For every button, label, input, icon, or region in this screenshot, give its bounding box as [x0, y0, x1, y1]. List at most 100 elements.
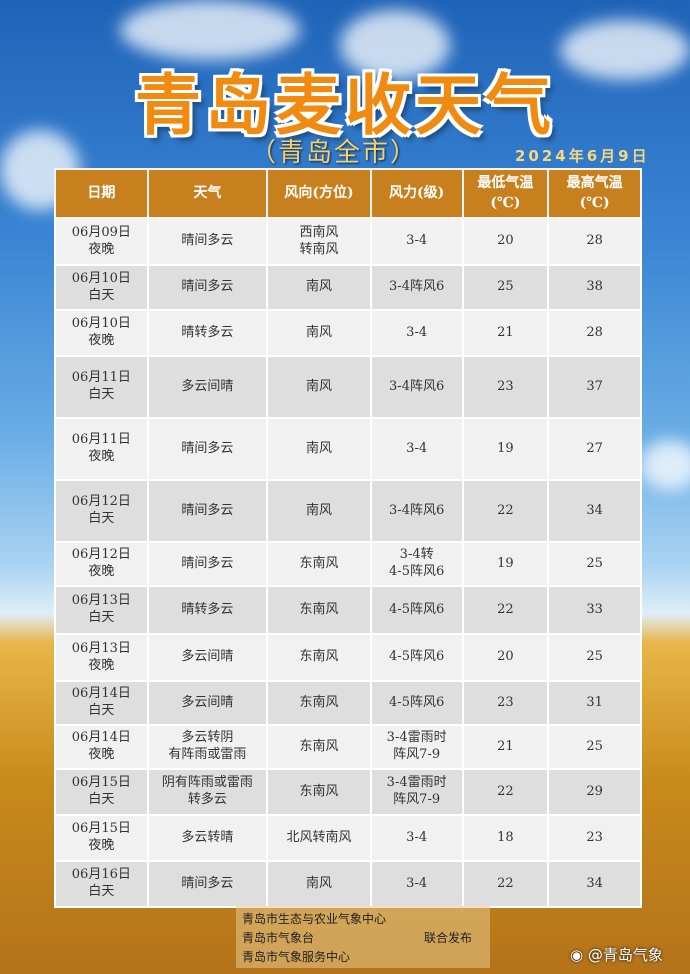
table-cell: 晴间多云 — [146, 217, 269, 266]
table-row: 06月15日 白天 阴有阵雨或雷雨 转多云 东南风 3-4雷雨时 阵风7-9 22 29 — [54, 768, 642, 816]
table-cell: 34 — [547, 479, 642, 543]
table-row: 06月15日 夜晚 多云转晴 北风转南风 3-4 18 23 — [54, 814, 642, 862]
forecast-table: 日期 天气 风向(方位) 风力(级) 最低气温 (℃) 最高气温 (℃) 06月09日 夜晚 晴间… — [54, 168, 642, 908]
table-cell: 06月16日 白天 — [54, 860, 149, 908]
table-cell: 06月11日 夜晚 — [54, 417, 149, 481]
table-cell: 22 — [461, 479, 550, 543]
table-cell: 21 — [461, 724, 550, 770]
publisher-box: 青岛市生态与农业气象中心 青岛市气象台 青岛市气象服务中心 联合发布 — [236, 906, 490, 968]
table-cell: 06月14日 夜晚 — [54, 724, 149, 770]
table-cell: 22 — [461, 860, 550, 908]
table-cell: 06月09日 夜晚 — [54, 217, 149, 266]
table-cell: 3-4阵风6 — [369, 355, 464, 419]
cloud — [640, 440, 690, 490]
table-cell: 多云转晴 — [146, 814, 269, 862]
table-row: 06月12日 白天 晴间多云 南风 3-4阵风6 22 34 — [54, 479, 642, 543]
cloud — [340, 10, 450, 80]
table-cell: 4-5阵风6 — [369, 633, 464, 682]
table-cell: 南风 — [266, 264, 372, 311]
table-cell: 3-4阵风6 — [369, 479, 464, 543]
table-row: 06月10日 白天 晴间多云 南风 3-4阵风6 25 38 — [54, 264, 642, 311]
table-cell: 晴间多云 — [146, 541, 269, 587]
cloud — [560, 20, 690, 80]
table-cell: 06月14日 白天 — [54, 680, 149, 726]
table-cell: 27 — [547, 417, 642, 481]
table-cell: 38 — [547, 264, 642, 311]
table-cell: 22 — [461, 585, 550, 635]
table-cell: 19 — [461, 541, 550, 587]
table-cell: 晴间多云 — [146, 479, 269, 543]
table-cell: 3-4阵风6 — [369, 264, 464, 311]
org-name: 青岛市气象台 — [242, 931, 315, 945]
table-row: 06月10日 夜晚 晴转多云 南风 3-4 21 28 — [54, 309, 642, 357]
table-cell: 34 — [547, 860, 642, 908]
table-row: 06月11日 夜晚 晴间多云 南风 3-4 19 27 — [54, 417, 642, 481]
table-cell: 25 — [547, 541, 642, 587]
table-cell: 多云间晴 — [146, 680, 269, 726]
table-cell: 阴有阵雨或雷雨 转多云 — [146, 768, 269, 816]
table-cell: 晴间多云 — [146, 417, 269, 481]
table-cell: 06月10日 夜晚 — [54, 309, 149, 357]
table-cell: 4-5阵风6 — [369, 585, 464, 635]
table-cell: 3-4 — [369, 309, 464, 357]
table-cell: 3-4 — [369, 814, 464, 862]
table-cell: 18 — [461, 814, 550, 862]
table-cell: 25 — [547, 724, 642, 770]
table-cell: 06月10日 白天 — [54, 264, 149, 311]
table-cell: 3-4雷雨时 阵风7-9 — [369, 768, 464, 816]
table-cell: 21 — [461, 309, 550, 357]
table-row: 06月13日 夜晚 多云间晴 东南风 4-5阵风6 20 25 — [54, 633, 642, 682]
table-cell: 31 — [547, 680, 642, 726]
table-cell: 29 — [547, 768, 642, 816]
table-cell: 3-4雷雨时 阵风7-9 — [369, 724, 464, 770]
column-header: 风力(级) — [369, 168, 464, 219]
issue-date: 2024年6月9日 — [515, 147, 650, 165]
weibo-watermark: ◉ @青岛气象 — [570, 944, 663, 965]
table-row: 06月14日 夜晚 多云转阴 有阵雨或雷雨 东南风 3-4雷雨时 阵风7-9 21 25 — [54, 724, 642, 770]
org-name: 青岛市生态与农业气象中心 — [242, 912, 387, 926]
table-cell: 23 — [461, 355, 550, 419]
table-cell: 南风 — [266, 355, 372, 419]
table-cell: 20 — [461, 217, 550, 266]
table-cell: 25 — [547, 633, 642, 682]
table-cell: 东南风 — [266, 768, 372, 816]
table-cell: 3-4 — [369, 860, 464, 908]
table-cell: 06月13日 白天 — [54, 585, 149, 635]
table-row: 06月09日 夜晚 晴间多云 西南风 转南风 3-4 20 28 — [54, 217, 642, 266]
table-cell: 晴间多云 — [146, 264, 269, 311]
table-cell: 06月11日 白天 — [54, 355, 149, 419]
table-cell: 南风 — [266, 479, 372, 543]
table-cell: 东南风 — [266, 633, 372, 682]
table-cell: 22 — [461, 768, 550, 816]
column-header: 最低气温 (℃) — [461, 168, 550, 219]
table-cell: 多云间晴 — [146, 633, 269, 682]
table-cell: 晴间多云 — [146, 860, 269, 908]
table-cell: 东南风 — [266, 724, 372, 770]
table-row: 06月14日 白天 多云间晴 东南风 4-5阵风6 23 31 — [54, 680, 642, 726]
table-cell: 3-4转 4-5阵风6 — [369, 541, 464, 587]
table-cell: 西南风 转南风 — [266, 217, 372, 266]
org-name: 青岛市气象服务中心 — [242, 950, 351, 964]
table-cell: 06月15日 白天 — [54, 768, 149, 816]
table-row: 06月16日 白天 晴间多云 南风 3-4 22 34 — [54, 860, 642, 908]
column-header: 天气 — [146, 168, 269, 219]
table-cell: 3-4 — [369, 217, 464, 266]
table-cell: 多云转阴 有阵雨或雷雨 — [146, 724, 269, 770]
table-cell: 23 — [547, 814, 642, 862]
weibo-icon: ◉ — [570, 946, 588, 964]
table-cell: 06月13日 夜晚 — [54, 633, 149, 682]
table-cell: 4-5阵风6 — [369, 680, 464, 726]
table-cell: 28 — [547, 217, 642, 266]
table-row: 06月12日 夜晚 晴间多云 东南风 3-4转 4-5阵风6 19 25 — [54, 541, 642, 587]
table-cell: 06月15日 夜晚 — [54, 814, 149, 862]
table-cell: 06月12日 夜晚 — [54, 541, 149, 587]
table-cell: 南风 — [266, 860, 372, 908]
table-cell: 06月12日 白天 — [54, 479, 149, 543]
table-cell: 东南风 — [266, 541, 372, 587]
table-row: 06月13日 白天 晴转多云 东南风 4-5阵风6 22 33 — [54, 585, 642, 635]
table-cell: 37 — [547, 355, 642, 419]
table-cell: 3-4 — [369, 417, 464, 481]
table-cell: 19 — [461, 417, 550, 481]
table-cell: 33 — [547, 585, 642, 635]
column-header: 风向(方位) — [266, 168, 372, 219]
